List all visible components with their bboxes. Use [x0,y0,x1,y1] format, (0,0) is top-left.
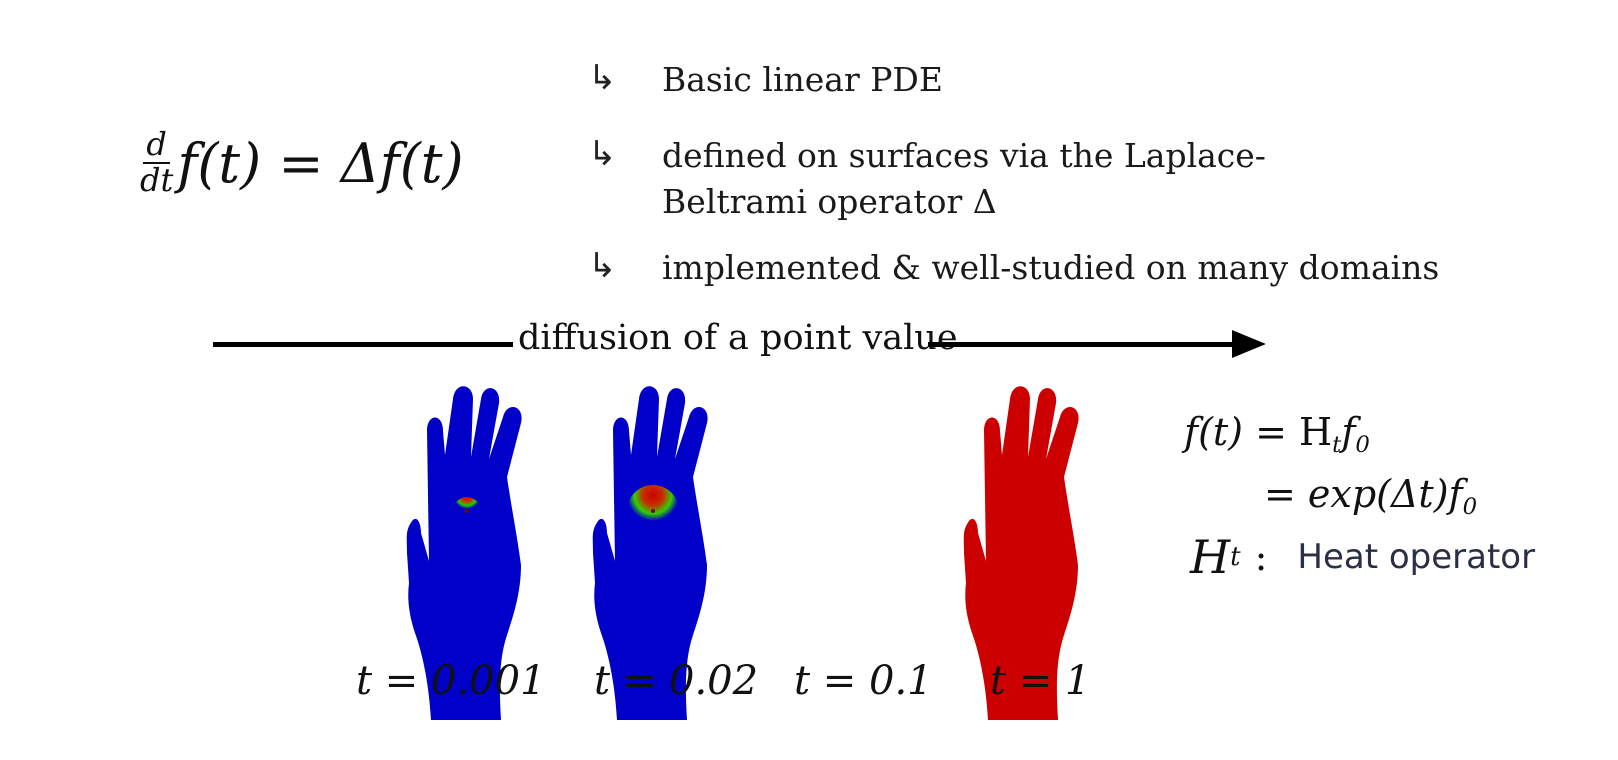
heat-equation: d dt f(t) = Δf(t) [140,118,464,208]
formula-sub-0b: 0 [1462,493,1478,520]
bullet-text-1: Basic linear PDE [662,60,943,99]
bullet-arrow-icon: ↳ [588,134,617,174]
diffusion-arrow-line-right [928,342,1238,347]
hand-model-2 [592,386,708,720]
heat-symbol: H [1190,530,1231,584]
formula-sub-t: t [1332,431,1342,458]
fraction-numerator: d [143,128,170,164]
arrow-head-icon [1232,330,1266,358]
formula-exp: = exp(Δt)f [1264,472,1463,516]
formula-line-2: = exp(Δt)f0 [1264,472,1477,520]
heat-colon: : [1254,535,1268,579]
equation-rhs: f(t) = Δf(t) [177,131,464,195]
bullet-arrow-icon: ↳ [588,58,617,98]
t-label-4: t = 1 [990,658,1091,704]
fraction-denominator: dt [140,161,174,199]
formula-heat-op: = H [1255,410,1333,454]
derivative-fraction: d dt [140,128,173,197]
diffusion-arrow-line-left [213,342,513,347]
t-label-2: t = 0.02 [594,658,759,704]
heat-sub: t [1230,542,1241,572]
bullet-arrow-icon: ↳ [588,246,617,286]
formula-lhs: f(t) [1184,410,1243,454]
hand-model-1 [406,386,522,720]
formula-sub-0: 0 [1355,431,1370,458]
heat-operator-label: Heat operator [1297,537,1536,577]
formula-f: f [1341,410,1356,454]
bullet-text-2b: Beltrami operator Δ [662,182,997,221]
t-label-1: t = 0.001 [356,658,546,704]
bullet-text-3: implemented & well-studied on many domai… [662,248,1440,287]
t-label-3: t = 0.1 [794,658,933,704]
diffusion-label: diffusion of a point value [518,318,958,358]
bullet-text-2a: defined on surfaces via the Laplace- [662,136,1266,175]
formula-line-1: f(t) = Htf0 [1184,410,1370,458]
